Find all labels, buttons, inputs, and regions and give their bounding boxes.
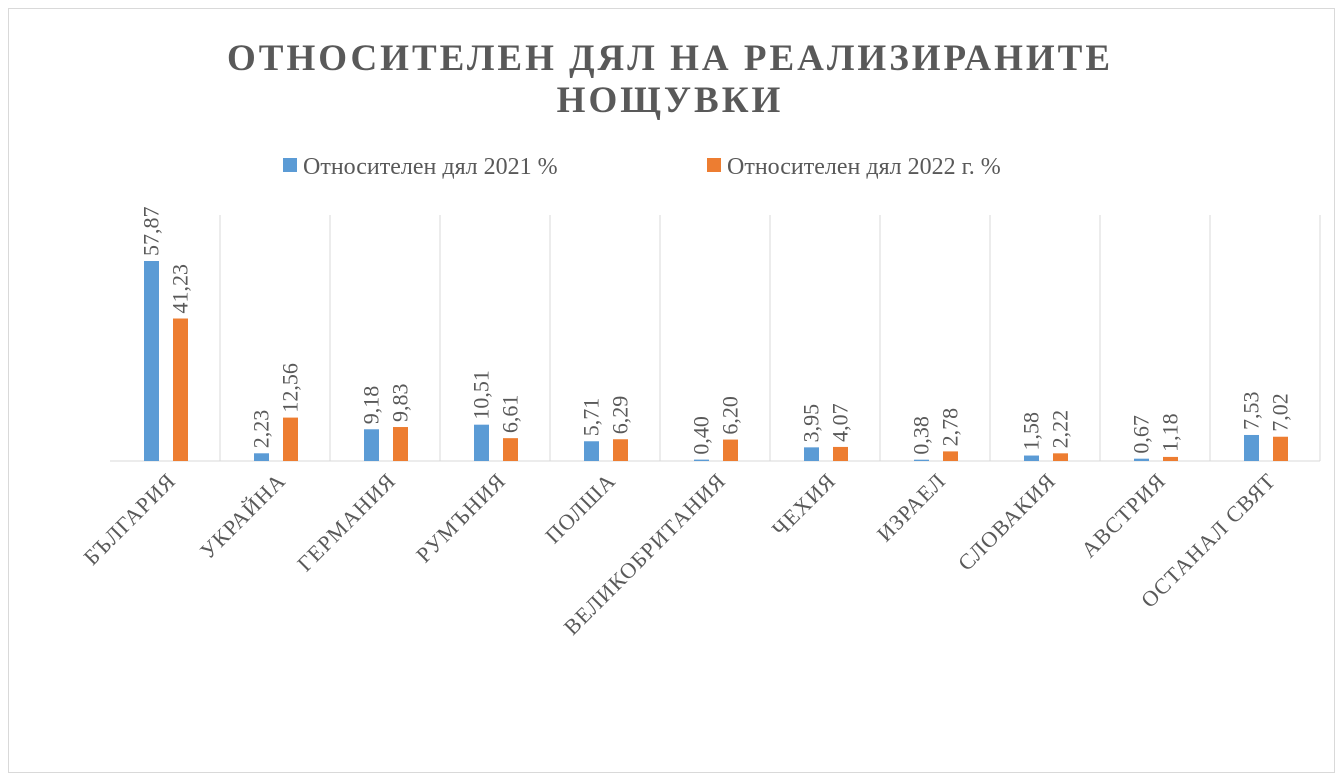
value-label: 4,07 <box>828 403 853 442</box>
value-label: 41,23 <box>168 264 193 314</box>
bar <box>503 438 518 461</box>
value-label: 10,51 <box>469 370 494 420</box>
value-label: 0,40 <box>689 416 714 455</box>
value-label: 57,87 <box>139 207 164 257</box>
value-label: 2,23 <box>249 410 274 449</box>
value-label: 7,53 <box>1239 391 1264 430</box>
bar <box>474 424 489 461</box>
bar <box>1134 458 1149 461</box>
bar <box>943 451 958 461</box>
bar <box>914 459 929 461</box>
value-label: 1,58 <box>1019 412 1044 451</box>
bar <box>1244 434 1259 461</box>
value-label: 0,38 <box>909 416 934 455</box>
chart-border <box>8 8 1335 773</box>
bar <box>364 429 379 461</box>
value-label: 1,18 <box>1158 413 1183 452</box>
bar <box>1163 456 1178 461</box>
value-label: 2,78 <box>938 408 963 447</box>
value-label: 7,02 <box>1268 393 1293 432</box>
bar <box>283 417 298 461</box>
value-label: 9,18 <box>359 386 384 425</box>
value-label: 12,56 <box>278 363 303 413</box>
bar <box>694 459 709 461</box>
value-label: 6,20 <box>718 396 743 435</box>
legend-swatch <box>283 158 297 172</box>
bar <box>1024 455 1039 461</box>
legend-label: Относителен дял 2022 г. % <box>727 154 1001 180</box>
value-label: 6,61 <box>498 395 523 434</box>
bar <box>144 261 159 461</box>
value-label: 0,67 <box>1129 415 1154 454</box>
legend-swatch <box>707 158 721 172</box>
bar <box>723 439 738 461</box>
bar <box>393 427 408 461</box>
bar <box>833 446 848 461</box>
bar <box>1053 453 1068 461</box>
bar <box>584 441 599 461</box>
value-label: 6,29 <box>608 396 633 435</box>
legend-label: Относителен дял 2021 % <box>303 154 558 180</box>
bar <box>613 439 628 461</box>
value-label: 3,95 <box>799 404 824 443</box>
value-label: 5,71 <box>579 398 604 437</box>
chart-title: ОТНОСИТЕЛЕН ДЯЛ НА РЕАЛИЗИРАНИТЕ НОЩУВКИ <box>226 38 1114 121</box>
bar <box>173 318 188 461</box>
value-label: 2,22 <box>1048 410 1073 449</box>
bar <box>804 447 819 461</box>
bar <box>254 453 269 461</box>
bar <box>1273 436 1288 461</box>
value-label: 9,83 <box>388 384 413 423</box>
